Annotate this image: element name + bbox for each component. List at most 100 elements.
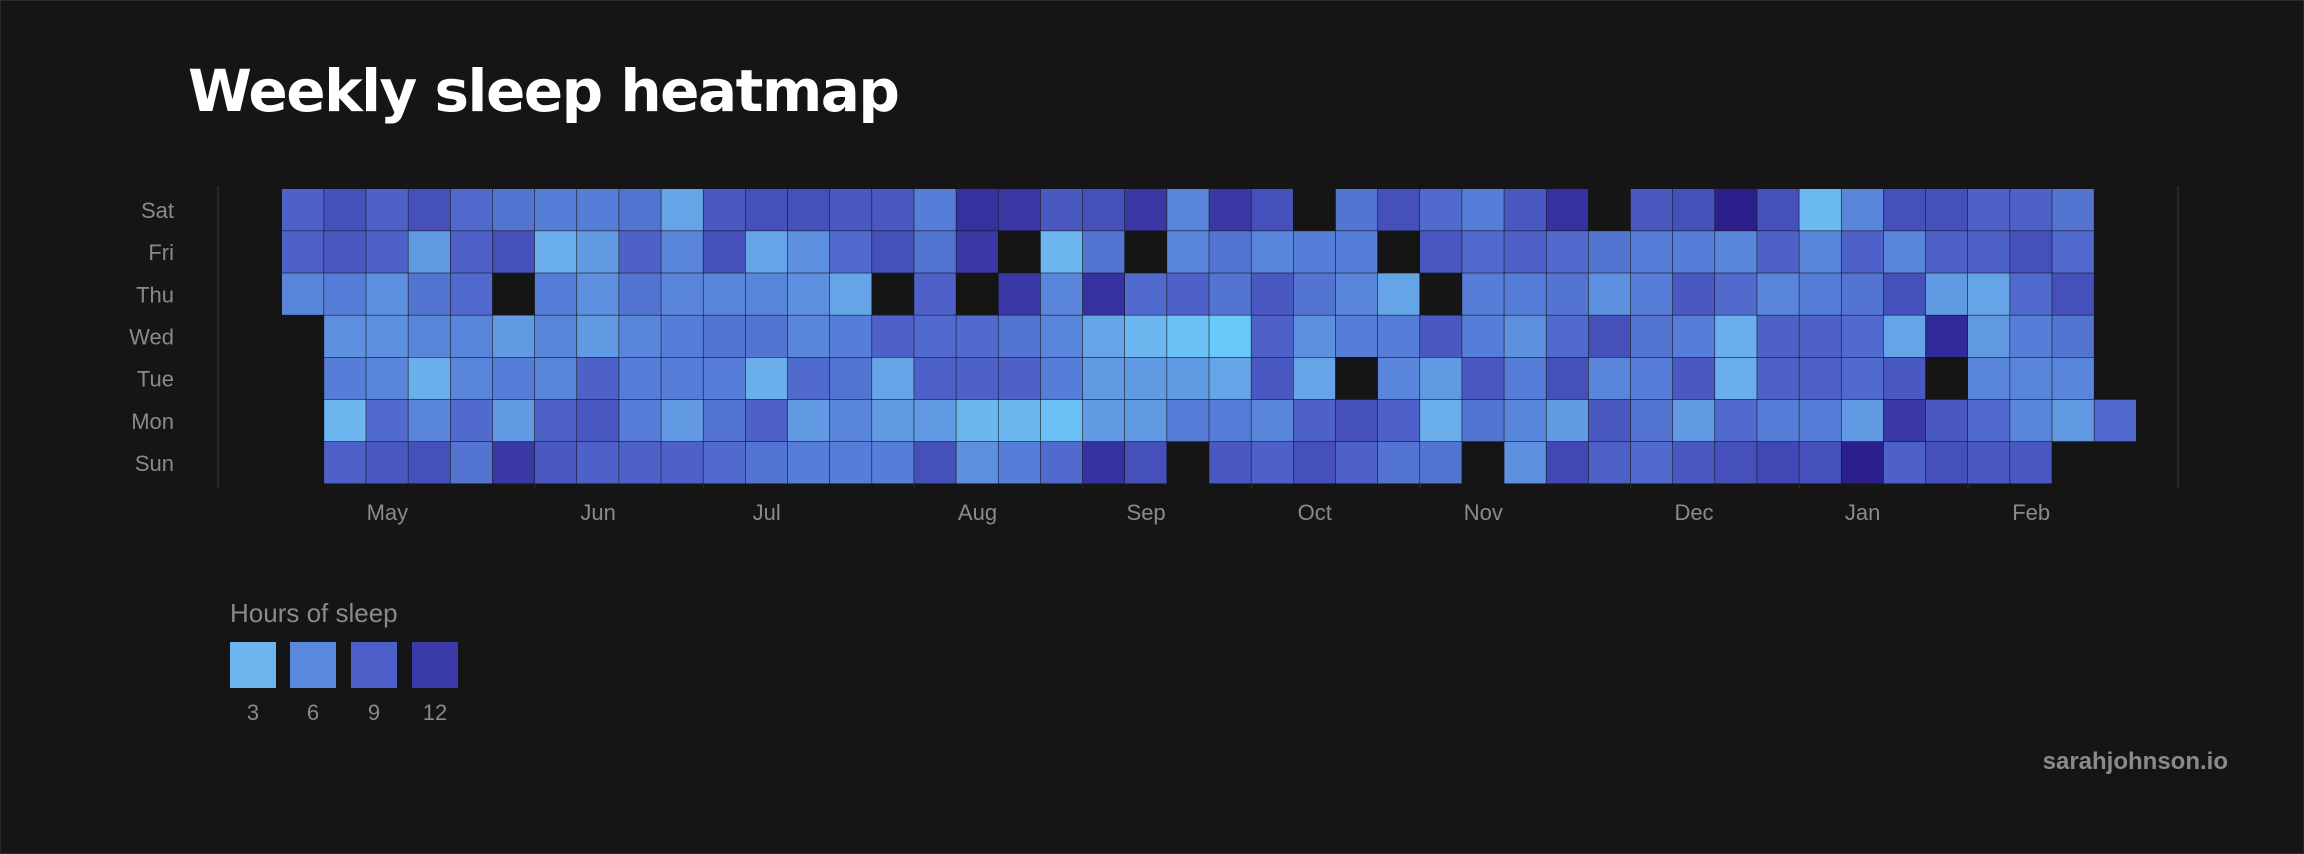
heatmap-cell (998, 357, 1041, 400)
heatmap-cell (1588, 441, 1631, 484)
heatmap-cell (1757, 441, 1799, 484)
heatmap-cell (1925, 231, 1968, 273)
heatmap-cell (1251, 399, 1293, 442)
heatmap-cell (1251, 273, 1293, 315)
heatmap-cell (534, 273, 577, 315)
heatmap-cell (1504, 315, 1546, 357)
heatmap-cell (324, 231, 366, 273)
heatmap-cell (661, 231, 703, 273)
heatmap-cell (1630, 231, 1673, 273)
legend-label-6: 6 (306, 700, 320, 725)
heatmap-cell (408, 315, 450, 357)
heatmap-cell (1082, 189, 1125, 231)
heatmap-cell (408, 357, 450, 400)
heatmap-cell (577, 441, 619, 484)
legend-label-9: 9 (367, 700, 381, 725)
heatmap-cell (1040, 315, 1083, 357)
heatmap-cell (914, 273, 956, 315)
heatmap-cell (787, 273, 830, 315)
heatmap-cell (998, 441, 1041, 484)
heatmap-cell (1883, 315, 1926, 357)
heatmap-cell (1630, 315, 1673, 357)
heatmap-cell (534, 315, 577, 357)
heatmap-cell (1630, 441, 1673, 484)
heatmap-cell (1883, 273, 1926, 315)
heatmap-cell (324, 441, 366, 484)
heatmap-cell (366, 399, 408, 442)
heatmap-cell (998, 399, 1041, 442)
heatmap-cell (829, 399, 872, 442)
heatmap-cell (745, 231, 788, 273)
heatmap-cell (1420, 399, 1462, 442)
heatmap-cell (1883, 189, 1926, 231)
heatmap-cell (2010, 441, 2052, 484)
heatmap-cell (282, 189, 324, 231)
heatmap-cell (1968, 273, 2010, 315)
heatmap-cell (914, 315, 956, 357)
heatmap-cell (492, 189, 535, 231)
heatmap-cell (450, 315, 493, 357)
heatmap-cell (577, 189, 619, 231)
day-label: Wed (129, 325, 174, 350)
heatmap-cell (1504, 231, 1546, 273)
heatmap-cell (1293, 357, 1336, 400)
day-label: Sun (135, 451, 174, 476)
heatmap-cell (1672, 315, 1715, 357)
heatmap-cell (492, 357, 535, 400)
heatmap-cell (619, 399, 661, 442)
heatmap-cell (1335, 189, 1378, 231)
heatmap-cell (1630, 273, 1673, 315)
heatmap-cell (829, 441, 872, 484)
heatmap-cell (1167, 357, 1209, 400)
heatmap-cell (703, 231, 746, 273)
heatmap-cell (1883, 441, 1926, 484)
heatmap-cell (1209, 231, 1251, 273)
heatmap-cell (1883, 399, 1926, 442)
heatmap-cell (703, 399, 746, 442)
heatmap-cell (324, 189, 366, 231)
heatmap-cell (787, 315, 830, 357)
heatmap-cell (956, 399, 998, 442)
heatmap-cell (1968, 399, 2010, 442)
heatmap-cell (661, 357, 703, 400)
heatmap-cell (2010, 399, 2052, 442)
heatmap-cell (703, 273, 746, 315)
heatmap-cell (1377, 357, 1420, 400)
heatmap-cell (1883, 231, 1926, 273)
heatmap-cell (1968, 189, 2010, 231)
heatmap-chart: Sun Mon Tue Wed Thu Fri Sat May Jun Jul Aug Sep Oct N… (129, 186, 2179, 525)
legend-item-3: 3 (230, 642, 276, 725)
heatmap-cell (408, 441, 450, 484)
heatmap-cell (1377, 189, 1420, 231)
heatmap-cell (1251, 189, 1293, 231)
heatmap-cell (1968, 231, 2010, 273)
heatmap-cell (1082, 273, 1125, 315)
heatmap-cell (1546, 441, 1589, 484)
heatmap-cell (1925, 441, 1968, 484)
heatmap-cell (1925, 399, 1968, 442)
legend-swatch-9 (351, 642, 397, 688)
month-label: Aug (958, 500, 997, 525)
heatmap-cell (366, 189, 408, 231)
heatmap-cell (1167, 315, 1209, 357)
heatmap-cell (1040, 441, 1083, 484)
heatmap-cell (1420, 441, 1462, 484)
heatmap-cell (1925, 189, 1968, 231)
heatmap-cell (956, 231, 998, 273)
heatmap-cell (1925, 315, 1968, 357)
heatmap-cell (1377, 399, 1420, 442)
heatmap-cell (1335, 315, 1378, 357)
heatmap-cell (2052, 273, 2094, 315)
heatmap-cell (1335, 273, 1378, 315)
heatmap-cell (408, 273, 450, 315)
heatmap-cell (1799, 357, 1841, 400)
heatmap-cell (1462, 231, 1504, 273)
heatmap-cell (703, 357, 746, 400)
heatmap-cell (1504, 189, 1546, 231)
heatmap-cell (1293, 441, 1336, 484)
heatmap-cell (1546, 189, 1589, 231)
heatmap-cell (1925, 273, 1968, 315)
heatmap-cell (1335, 441, 1378, 484)
heatmap-cell (1715, 273, 1757, 315)
heatmap-cell (829, 273, 872, 315)
